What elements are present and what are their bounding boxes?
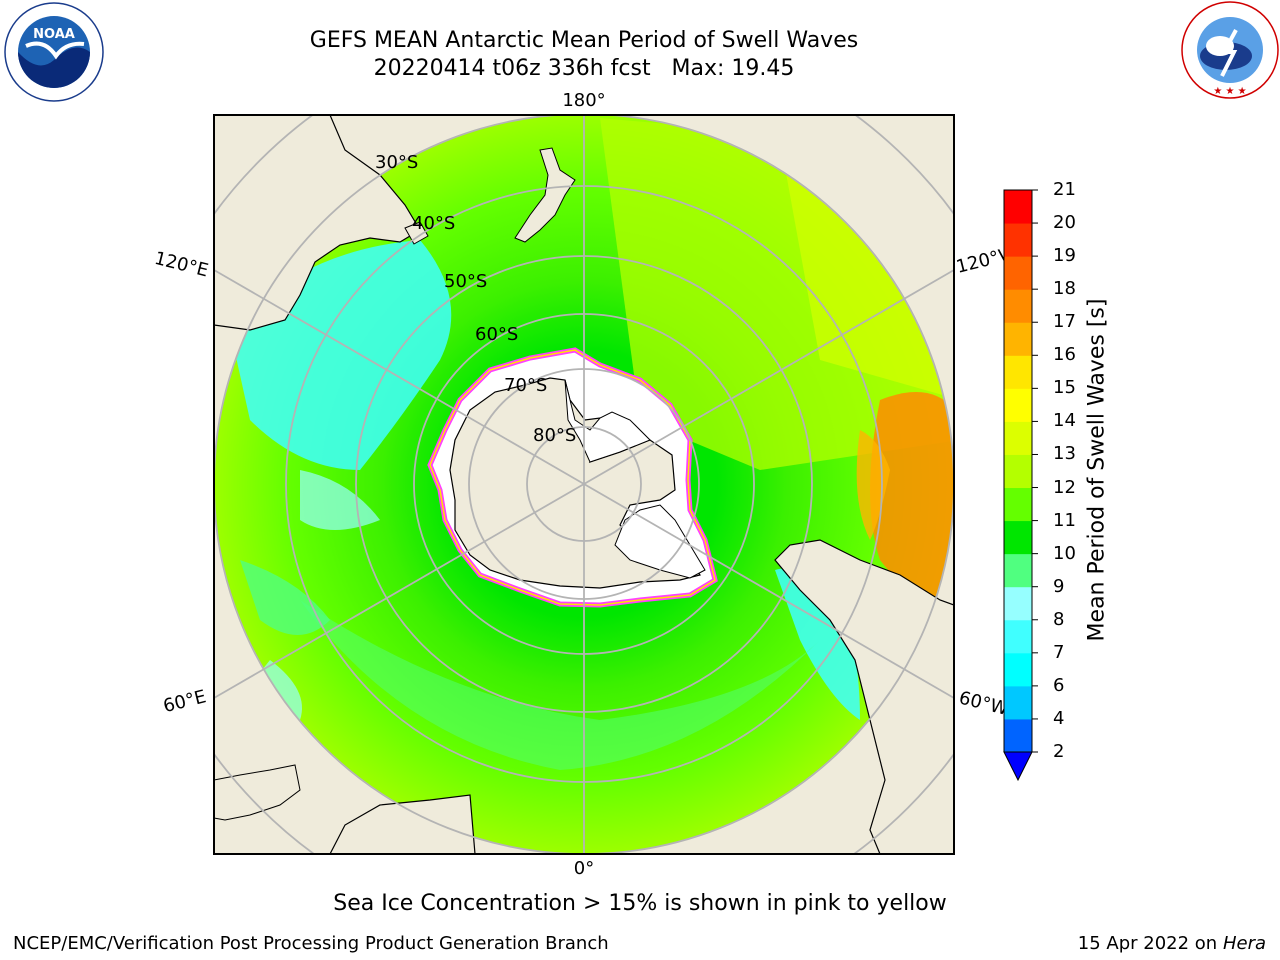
colorbar-segment [1004,322,1032,356]
lon-label-180: 180° [562,90,605,111]
colorbar-tick-label: 20 [1053,212,1076,234]
sea-ice-note: Sea Ice Concentration > 15% is shown in … [333,891,947,916]
colorbar-segment [1004,454,1032,489]
noaa-logo-text: NOAA [33,27,75,42]
colorbar-tick-label: 11 [1053,509,1076,531]
colorbar-tick-label: 18 [1053,278,1076,300]
colorbar-segment [1004,586,1032,621]
colorbar-tick-label: 7 [1053,641,1065,663]
noaa-logo: NOAA [4,2,104,102]
colorbar-tick-label: 2 [1053,741,1065,762]
colorbar-segment [1004,685,1032,720]
colorbar-segment [1004,190,1032,224]
colorbar-frame [1003,189,1033,753]
colorbar-segment [1004,553,1032,588]
colorbar-tick-label: 4 [1053,707,1065,729]
colorbar-tick-label: 9 [1053,575,1065,597]
lon-label-60e: 60°E [161,686,208,717]
lon-label-60w: 60°W [957,687,1011,719]
colorbar-segment [1004,289,1032,323]
lon-label-120e: 120°E [152,248,210,282]
colorbar-segment [1004,487,1032,522]
colorbar-label: Mean Period of Swell Waves [s] [1084,298,1110,642]
colorbar-segment [1004,619,1032,654]
colorbar-tick-label: 16 [1053,344,1076,366]
colorbar [1003,189,1038,782]
svg-text:★ ★ ★: ★ ★ ★ [1213,86,1246,97]
colorbar-segment [1004,421,1032,455]
colorbar-tick-label: 14 [1053,410,1076,432]
footer-date: 15 Apr 2022 on Hera [1078,933,1266,954]
lat-label-50s: 50°S [444,271,487,292]
footer-credit: NCEP/EMC/Verification Post Processing Pr… [13,933,609,954]
colorbar-segment [1004,355,1032,389]
footer-machine: Hera [1222,933,1266,954]
new-zealand-landmass [514,147,576,243]
south-america-landmass [774,539,954,854]
lon-label-0: 0° [574,858,594,879]
lat-label-30s: 30°S [375,152,418,173]
colorbar-tick-label: 8 [1053,608,1065,630]
lat-label-80s: 80°S [533,425,576,446]
lat-label-60s: 60°S [475,324,518,345]
colorbar-segment [1004,718,1032,753]
colorbar-tick-label: 12 [1053,476,1076,498]
colorbar-tick-label: 17 [1053,311,1076,333]
colorbar-segment [1004,520,1032,555]
colorbar-segment [1004,652,1032,687]
graticule [214,115,954,854]
africa-landmass [329,794,476,854]
nws-logo: ★ ★ ★ [1181,1,1279,99]
colorbar-extend-triangle [1003,751,1033,782]
colorbar-segment [1004,223,1032,257]
colorbar-segment [1004,388,1032,422]
colorbar-tick-label: 15 [1053,377,1076,399]
chart-title: GEFS MEAN Antarctic Mean Period of Swell… [309,28,859,53]
lat-label-40s: 40°S [412,213,455,234]
colorbar-tick-label: 21 [1053,179,1076,200]
colorbar-tick-label: 6 [1053,674,1065,696]
colorbar-tick-label: 13 [1053,443,1076,465]
lat-label-70s: 70°S [504,375,547,396]
chart-subtitle: 20220414 t06z 336h fcst Max: 19.45 [373,56,795,81]
colorbar-tick-label: 10 [1053,542,1076,564]
colorbar-tick-label: 19 [1053,245,1076,267]
colorbar-segment [1004,256,1032,290]
australia-landmass [214,115,421,331]
footer-date-text: 15 Apr 2022 on [1077,933,1218,954]
map-frame [213,114,955,855]
